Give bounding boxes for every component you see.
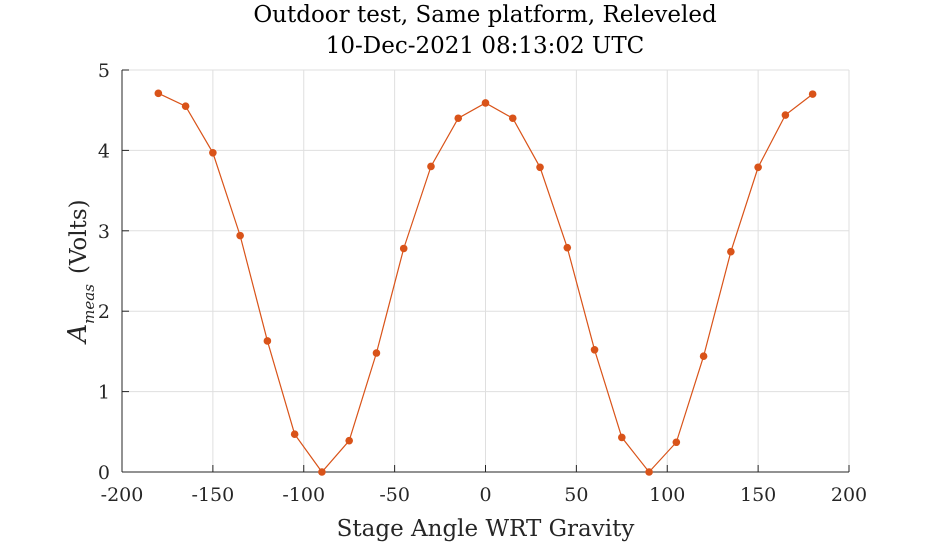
x-tick-label: -100 <box>282 484 325 506</box>
x-tick-label: 0 <box>479 484 491 506</box>
data-point <box>399 244 408 253</box>
data-point <box>618 433 626 442</box>
y-tick-label: 5 <box>98 60 110 82</box>
y-axis-subscript: meas <box>80 284 98 324</box>
data-point <box>290 430 299 439</box>
y-tick-label: 1 <box>98 382 110 404</box>
x-tick-label: -150 <box>192 484 235 506</box>
data-point <box>427 162 435 171</box>
axes: -200 -150 -100 -50 0 50 100 150 200 0 1 2 3 4 5 <box>98 60 867 506</box>
y-tick-label: 2 <box>98 301 110 323</box>
data-point <box>318 468 326 476</box>
y-tick-label: 3 <box>98 221 110 243</box>
data-point <box>236 231 244 240</box>
data-point <box>645 468 653 476</box>
data-point <box>808 90 817 98</box>
x-tick-label: 150 <box>740 484 776 506</box>
y-tick-label: 0 <box>98 462 110 484</box>
chart-title: Outdoor test, Same platform, Releveled <box>253 2 717 28</box>
data-point <box>536 163 544 172</box>
data-point <box>345 436 353 445</box>
y-tick-label: 4 <box>98 140 110 162</box>
data-point <box>263 337 272 345</box>
data-point <box>372 349 381 357</box>
data-point <box>563 243 572 252</box>
grid <box>121 69 850 473</box>
data-point <box>508 114 517 123</box>
data-point <box>699 352 708 361</box>
chart-subtitle: 10-Dec-2021 08:13:02 UTC <box>325 33 645 59</box>
data-point <box>754 163 762 172</box>
data-point <box>454 114 463 123</box>
data-point <box>481 99 490 107</box>
x-axis-label: Stage Angle WRT Gravity <box>337 516 635 542</box>
y-axis-label: Ameas (Volts) <box>63 199 98 344</box>
data-point <box>154 89 163 98</box>
data-point <box>672 438 681 447</box>
x-tick-label: -200 <box>101 484 144 506</box>
data-point <box>181 102 190 110</box>
data-point <box>781 111 790 119</box>
x-tick-label: 50 <box>564 484 588 506</box>
x-tick-label: 200 <box>831 484 867 506</box>
data-point <box>727 247 735 256</box>
y-axis-units: (Volts) <box>66 199 92 274</box>
x-tick-label: 100 <box>649 484 685 506</box>
data-series <box>154 89 817 476</box>
y-axis-symbol: A <box>63 324 93 345</box>
data-point <box>590 345 599 354</box>
data-point <box>209 149 217 157</box>
x-tick-label: -50 <box>379 484 410 506</box>
